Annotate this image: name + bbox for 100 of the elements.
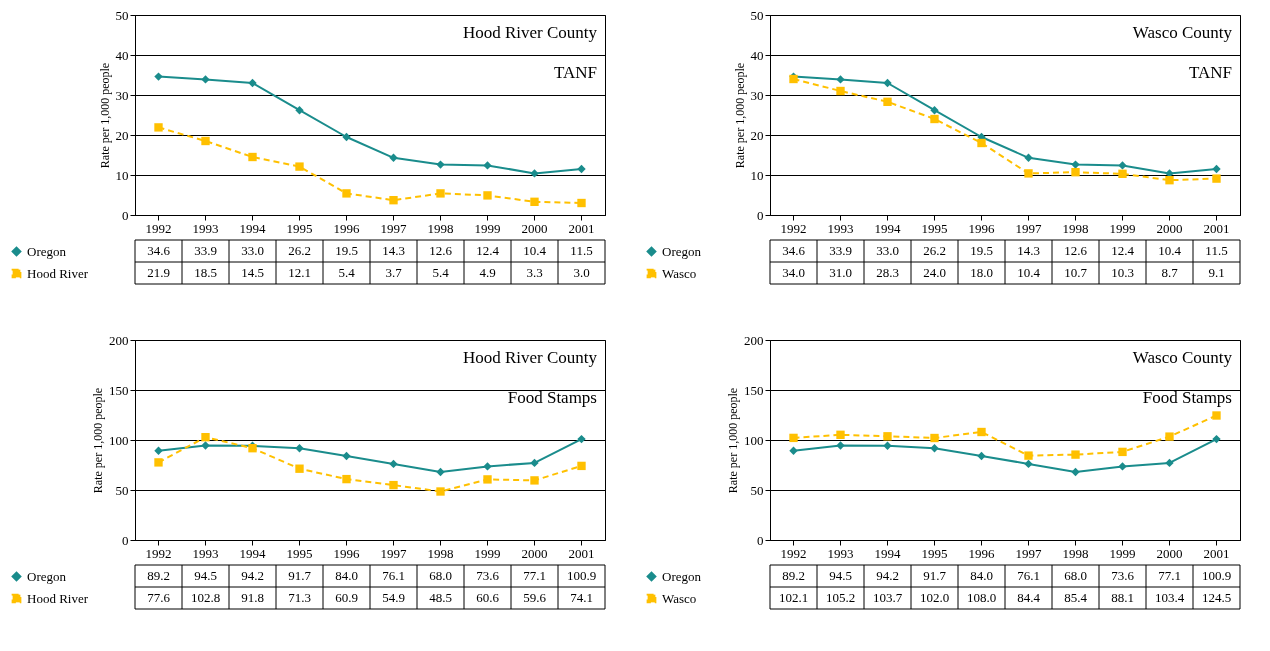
legend-label: Wasco — [662, 590, 697, 606]
point — [295, 444, 304, 453]
y-tick-label: 50 — [750, 482, 764, 498]
point — [836, 441, 845, 450]
data-label: 8.7 — [1161, 265, 1179, 280]
x-tick-label: 2000 — [1156, 220, 1183, 236]
point — [483, 191, 492, 200]
x-tick-label: 1992 — [145, 220, 172, 236]
data-label: 77.1 — [1158, 568, 1181, 583]
x-tick-label: 2000 — [521, 220, 548, 236]
point — [436, 189, 445, 198]
legend-label: Oregon — [662, 568, 702, 584]
data-label: 91.8 — [241, 590, 264, 605]
x-tick-label: 2001 — [568, 220, 595, 236]
data-label: 19.5 — [335, 243, 358, 258]
data-label: 68.0 — [1064, 568, 1087, 583]
data-label: 14.3 — [382, 243, 405, 258]
point — [436, 467, 445, 477]
data-label: 3.3 — [526, 265, 543, 280]
point — [342, 451, 351, 461]
point — [201, 136, 210, 146]
data-label: 31.0 — [829, 265, 852, 280]
point — [1165, 176, 1174, 185]
data-label: 102.1 — [778, 590, 809, 605]
point — [436, 487, 445, 496]
data-label: 33.0 — [241, 243, 264, 258]
x-tick-label: 1992 — [780, 545, 807, 561]
point — [248, 78, 257, 88]
point — [836, 86, 845, 96]
data-label: 26.2 — [288, 243, 311, 258]
data-label: 103.4 — [1154, 590, 1185, 605]
point — [1024, 451, 1033, 460]
point — [930, 106, 939, 115]
data-label: 5.4 — [432, 265, 450, 280]
x-tick-label: 1996 — [333, 545, 360, 561]
y-tick-label: 0 — [122, 532, 129, 548]
x-tick-label: 1993 — [192, 545, 219, 561]
y-axis-title: Rate per 1,000 people — [732, 62, 747, 169]
data-label: 59.6 — [523, 590, 547, 605]
legend-label: Oregon — [27, 568, 67, 584]
data-label: 10.4 — [1158, 243, 1182, 258]
x-tick-label: 2001 — [1203, 545, 1230, 561]
point — [342, 474, 351, 484]
point — [1024, 459, 1033, 469]
x-tick-label: 1992 — [780, 220, 807, 236]
data-label: 12.4 — [1111, 243, 1135, 258]
point — [201, 75, 210, 84]
y-tick-label: 20 — [115, 127, 129, 143]
point — [389, 459, 398, 469]
data-label: 76.1 — [382, 568, 405, 583]
data-label: 10.4 — [523, 243, 547, 258]
point — [154, 123, 163, 132]
data-label: 10.4 — [1017, 265, 1041, 280]
point — [1212, 434, 1221, 444]
annotation: TANF — [553, 63, 597, 82]
data-label: 74.1 — [570, 590, 593, 605]
x-tick-label: 2001 — [1203, 220, 1230, 236]
data-label: 60.6 — [476, 590, 500, 605]
data-label: 100.9 — [566, 568, 597, 583]
annotation: Food Stamps — [1142, 388, 1232, 407]
data-label: 10.3 — [1111, 265, 1134, 280]
x-tick-label: 1993 — [827, 545, 854, 561]
point — [295, 464, 304, 473]
x-tick-label: 1995 — [921, 220, 948, 236]
data-label: 73.6 — [1111, 568, 1135, 583]
y-tick-label: 40 — [115, 47, 129, 63]
point — [1212, 411, 1221, 420]
y-tick-label: 200 — [109, 332, 129, 348]
x-tick-label: 1998 — [427, 220, 454, 236]
data-label: 73.6 — [476, 568, 500, 583]
point — [1024, 169, 1033, 178]
y-tick-label: 50 — [750, 7, 764, 23]
point — [483, 462, 492, 471]
x-tick-label: 1994 — [874, 545, 901, 561]
x-tick-label: 1996 — [333, 220, 360, 236]
point — [1071, 168, 1080, 177]
y-tick-label: 0 — [757, 207, 764, 223]
point — [483, 475, 492, 484]
x-tick-label: 1997 — [1015, 220, 1042, 236]
x-tick-label: 1998 — [1062, 220, 1089, 236]
data-label: 28.3 — [876, 265, 899, 280]
y-tick-label: 100 — [744, 432, 764, 448]
data-label: 91.7 — [288, 568, 312, 583]
data-label: 26.2 — [923, 243, 946, 258]
point — [1212, 164, 1221, 174]
point — [295, 106, 304, 115]
point — [836, 75, 845, 84]
x-tick-label: 1992 — [145, 545, 172, 561]
point — [295, 162, 304, 171]
point — [1118, 447, 1127, 457]
annotation: Hood River County — [462, 348, 598, 367]
data-label: 68.0 — [429, 568, 452, 583]
point — [530, 476, 539, 485]
data-label: 84.4 — [1017, 590, 1041, 605]
point — [201, 441, 210, 450]
data-label: 24.0 — [923, 265, 946, 280]
legend-label: Oregon — [662, 243, 702, 259]
data-label: 33.9 — [194, 243, 217, 258]
x-tick-label: 1999 — [1109, 220, 1136, 236]
x-tick-label: 1997 — [380, 545, 407, 561]
